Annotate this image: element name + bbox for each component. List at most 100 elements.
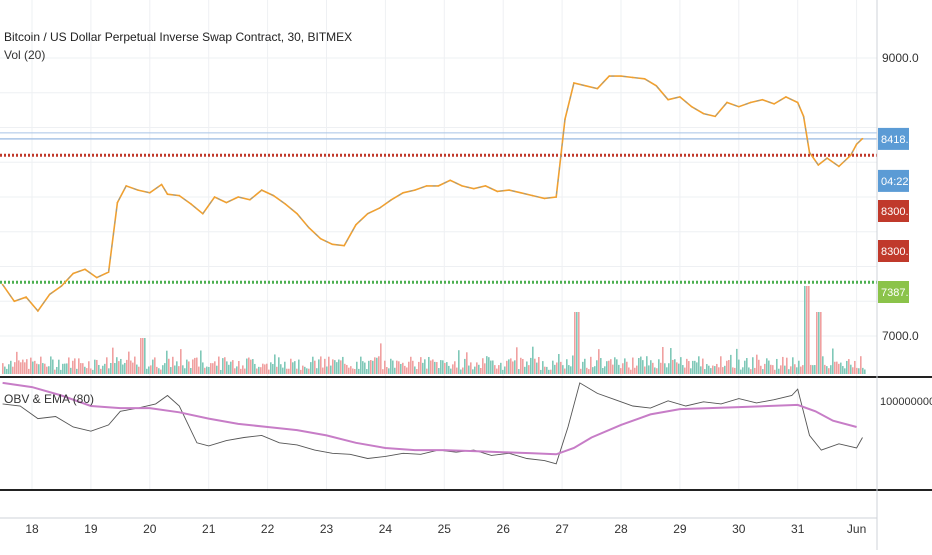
- price-tag-label: 7387.0: [881, 287, 915, 299]
- volume-bar: [154, 357, 156, 374]
- price-point: [543, 197, 546, 200]
- price-point: [149, 192, 151, 194]
- volume-bar: [292, 362, 294, 374]
- volume-bar: [30, 357, 32, 374]
- price-point: [472, 187, 475, 190]
- volume-bar: [182, 365, 184, 374]
- volume-bar: [812, 365, 814, 374]
- volume-bar: [10, 360, 12, 374]
- volume-bar: [858, 368, 860, 374]
- volume-bar: [444, 362, 446, 374]
- volume-bar: [532, 346, 534, 374]
- volume-bar: [730, 354, 732, 374]
- volume-bar: [84, 366, 86, 374]
- volume-bar: [856, 367, 858, 374]
- volume-bar: [696, 362, 698, 374]
- volume-bar: [834, 361, 836, 374]
- volume-bar: [218, 356, 220, 374]
- volume-bar: [158, 368, 160, 374]
- volume-bar: [374, 357, 376, 374]
- volume-bar: [26, 359, 28, 374]
- price-point: [137, 189, 139, 191]
- volume-bar: [844, 368, 846, 374]
- volume-bar: [230, 361, 232, 374]
- volume-bar: [626, 361, 628, 374]
- volume-bar: [140, 338, 142, 374]
- x-tick-label: 22: [261, 522, 275, 536]
- volume-bar: [380, 343, 382, 374]
- volume-bar: [86, 368, 88, 374]
- volume-bar: [310, 362, 312, 374]
- volume-bar: [378, 356, 380, 374]
- volume-bar: [568, 365, 570, 374]
- volume-bar: [220, 369, 222, 374]
- volume-bar: [642, 360, 644, 374]
- price-point: [826, 157, 828, 159]
- volume-bar: [424, 359, 426, 374]
- volume-bar: [862, 367, 864, 374]
- volume-bar: [592, 367, 594, 374]
- volume-bar: [192, 359, 194, 374]
- volume-bar: [212, 363, 214, 374]
- volume-bar: [94, 359, 96, 374]
- price-point: [72, 272, 75, 275]
- price-point: [855, 143, 858, 145]
- price-point: [1, 283, 4, 286]
- price-point: [749, 101, 752, 104]
- volume-bar: [126, 359, 128, 374]
- volume-bar: [758, 359, 760, 374]
- volume-bar: [382, 369, 384, 374]
- volume-bar: [650, 360, 652, 374]
- volume-bar: [206, 366, 208, 374]
- price-point: [390, 198, 393, 201]
- x-tick-label: 24: [379, 522, 393, 536]
- volume-bar: [678, 363, 680, 374]
- volume-bar: [686, 358, 688, 374]
- volume-bar: [732, 367, 734, 374]
- volume-bar: [630, 369, 632, 374]
- volume-bar: [18, 360, 20, 374]
- volume-bar: [728, 359, 730, 374]
- volume-bar: [136, 364, 138, 374]
- volume-bar: [152, 359, 154, 374]
- volume-bar: [698, 356, 700, 374]
- volume-bar: [72, 360, 74, 374]
- volume-bar: [144, 338, 146, 374]
- volume-bar: [540, 369, 542, 374]
- volume-bar: [416, 369, 418, 374]
- volume-bar: [664, 363, 666, 374]
- price-point: [808, 151, 811, 154]
- volume-bar: [412, 360, 414, 374]
- price-point: [573, 82, 575, 84]
- volume-bar: [320, 356, 322, 374]
- volume-bar: [128, 351, 130, 374]
- ema-line: [2, 381, 857, 456]
- volume-bar: [546, 366, 548, 374]
- price-point: [319, 237, 322, 240]
- volume-bar: [432, 359, 434, 374]
- volume-bar: [824, 364, 826, 374]
- price-point: [107, 271, 110, 273]
- price-point: [667, 98, 669, 101]
- price-point: [861, 137, 864, 140]
- volume-bar: [82, 363, 84, 374]
- volume-bar: [236, 366, 238, 374]
- price-point: [202, 212, 204, 215]
- volume-bar: [342, 356, 344, 374]
- obv-y-tick-label: 10000000000.0: [880, 396, 932, 408]
- volume-bar: [752, 357, 754, 374]
- volume-bar: [120, 358, 122, 374]
- volume-bar: [32, 361, 34, 374]
- volume-bar: [822, 356, 824, 374]
- price-point: [37, 310, 39, 312]
- volume-bar: [392, 360, 394, 374]
- volume-bar: [496, 368, 498, 374]
- volume-bar: [198, 366, 200, 374]
- price-point: [166, 193, 169, 196]
- volume-bar: [612, 364, 614, 374]
- volume-bar: [252, 359, 254, 374]
- volume-bar: [618, 364, 620, 374]
- volume-bar: [224, 357, 226, 374]
